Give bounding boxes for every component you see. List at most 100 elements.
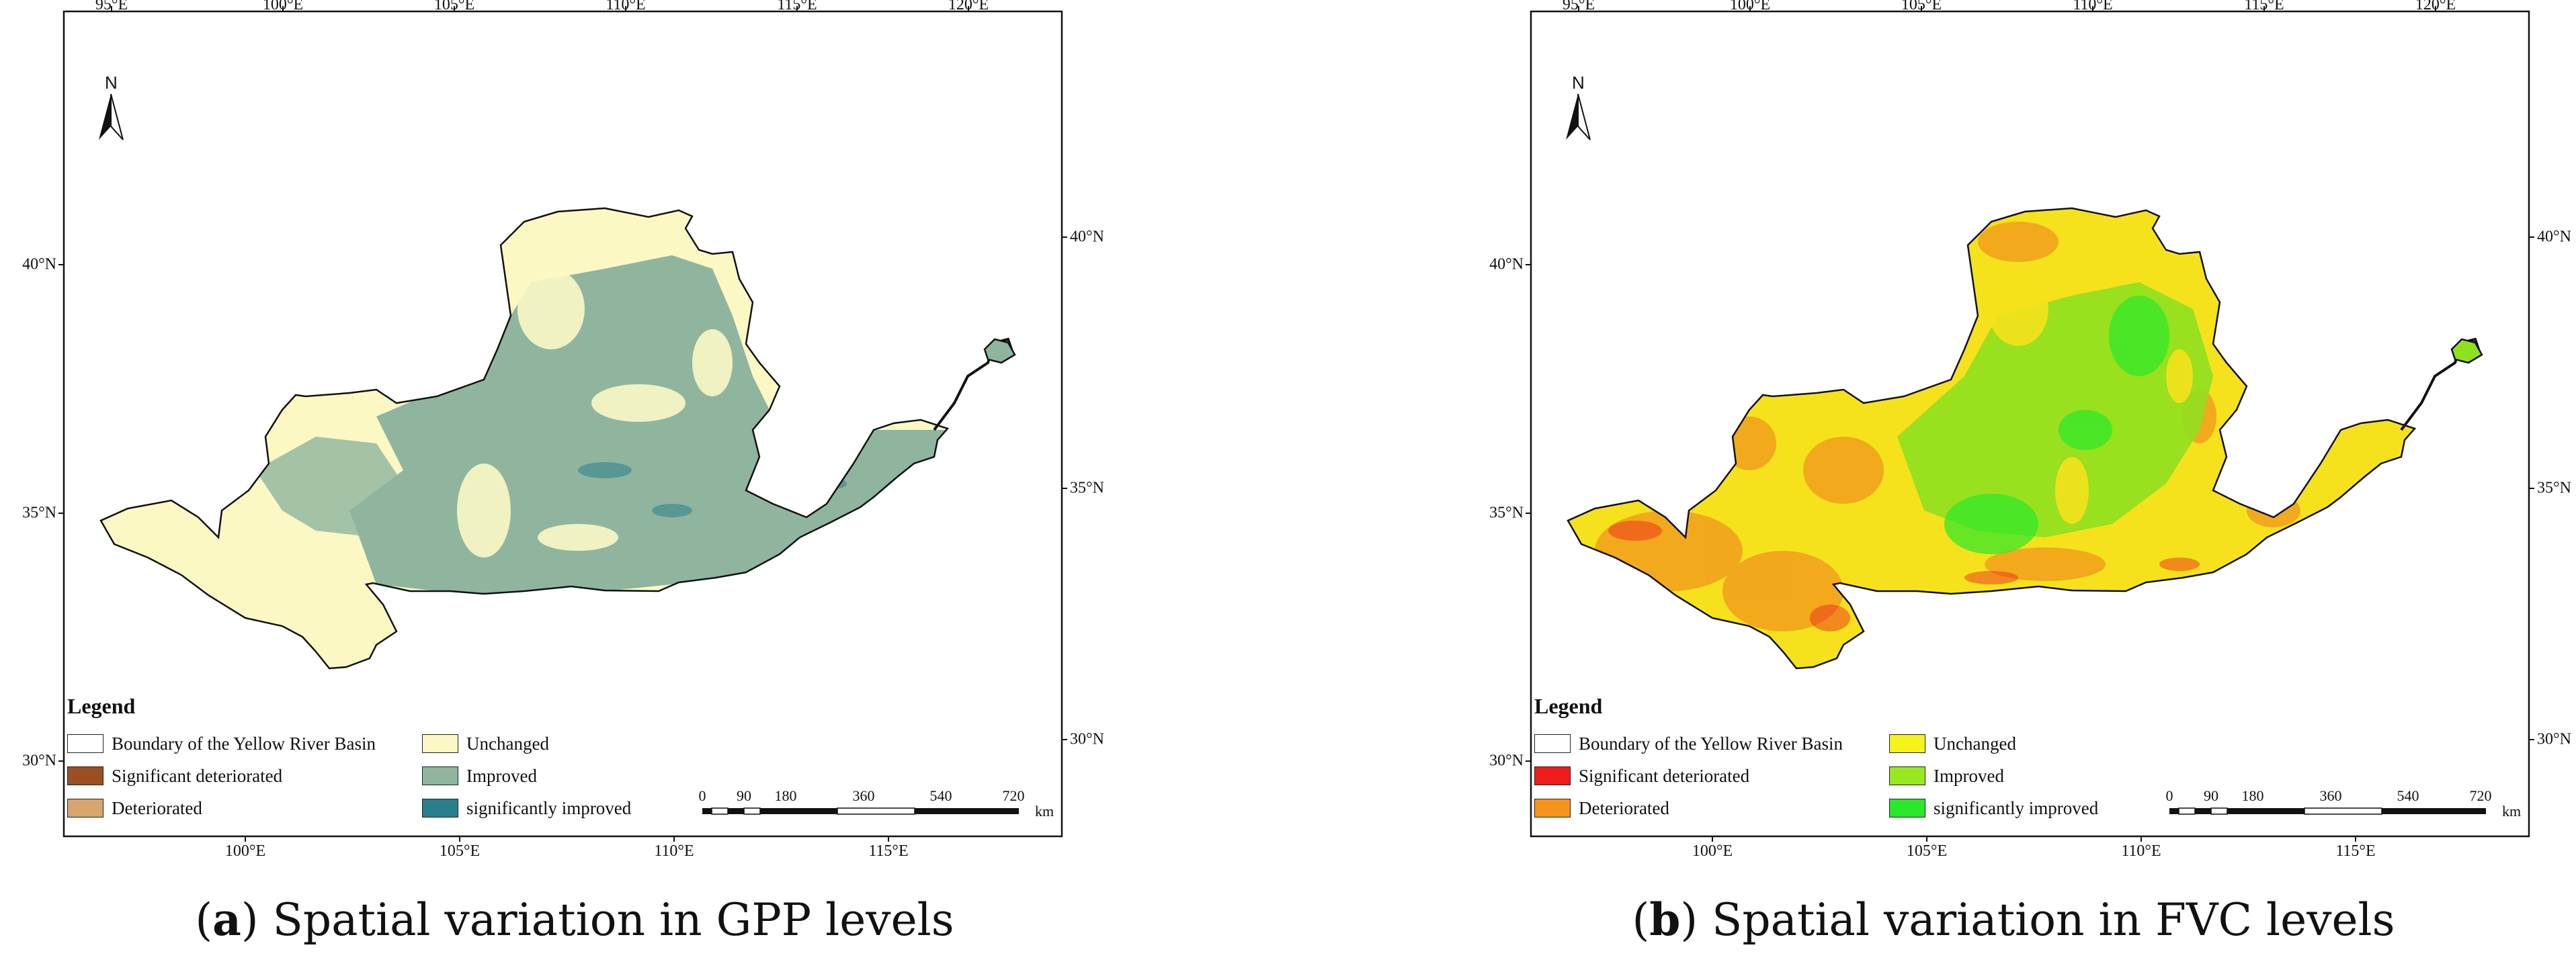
legend-label: Boundary of the Yellow River Basin (112, 733, 376, 754)
lat-tick-left: 40°N (22, 255, 56, 273)
legend-swatch (1889, 799, 1925, 818)
lat-tick-left: 35°N (1489, 504, 1524, 522)
basin-boundary (99, 207, 950, 670)
lat-tick-right: 30°N (2537, 730, 2571, 748)
significant-deteriorated-patches (1608, 521, 2200, 631)
scale-label: 90 (737, 787, 751, 804)
north-letter: N (105, 73, 118, 93)
legend-swatch (1889, 734, 1925, 753)
scale-label: 180 (774, 787, 797, 804)
unchanged-patches (1988, 272, 2193, 524)
lon-tick-top: 110°E (2073, 0, 2113, 13)
lon-tick-top: 95°E (95, 0, 128, 13)
improved-region (349, 255, 948, 594)
legend-title: Legend (67, 694, 136, 718)
lat-tick-right: 40°N (1070, 228, 1104, 246)
legend-label: Boundary of the Yellow River Basin (1579, 733, 1843, 754)
legend-item-unchanged: Unchanged (1889, 732, 2016, 755)
lon-tick-marks (1526, 6, 2534, 842)
lat-tick-right: 35°N (1070, 479, 1104, 497)
delta-region (2450, 338, 2483, 364)
lat-tick-right: 40°N (2537, 228, 2571, 246)
legend-swatch (67, 734, 103, 753)
legend-item-significantly-improved: significantly improved (422, 797, 631, 820)
legend-swatch (67, 766, 103, 785)
lon-tick-bottom: 115°E (2335, 842, 2376, 860)
legend-label: Improved (466, 765, 537, 786)
scale-label: 360 (852, 787, 875, 804)
improved-region-west (255, 437, 403, 537)
significantly-improved-patches (1944, 296, 2169, 554)
scale-label: 720 (1002, 787, 1025, 804)
panel-caption: (b) Spatial variation in FVC levels (1632, 893, 2395, 946)
legend-label: Unchanged (1934, 733, 2016, 754)
legend-item-deteriorated: Deteriorated (67, 797, 202, 820)
scale-label: 0 (2165, 787, 2173, 804)
legend-label: significantly improved (466, 797, 632, 818)
lat-tick-left: 40°N (1489, 255, 1524, 273)
legend-label: Deteriorated (112, 797, 202, 818)
legend-swatch (1534, 734, 1571, 753)
legend-item-unchanged: Unchanged (422, 732, 549, 755)
lon-tick-top: 95°E (1562, 0, 1595, 13)
lat-tick-left: 30°N (1489, 752, 1524, 770)
legend-swatch (422, 734, 458, 753)
yellow-river-basin-map (99, 207, 1016, 670)
legend-swatch (422, 799, 458, 818)
caption-text: Spatial variation in FVC levels (1712, 894, 2395, 946)
lon-tick-bottom: 115°E (868, 842, 909, 860)
legend-title: Legend (1534, 694, 1603, 718)
yellow-river-basin-map (1567, 207, 2483, 670)
legend-label: Improved (1934, 765, 2004, 786)
scale-label: 180 (2241, 787, 2264, 804)
lon-tick-top: 100°E (262, 0, 304, 13)
legend-swatch (67, 799, 103, 818)
scale-bar (2169, 807, 2486, 815)
lon-tick-bottom: 100°E (1692, 842, 1733, 860)
lon-tick-top: 120°E (2415, 0, 2456, 13)
legend-swatch (422, 766, 458, 785)
map-border (1530, 10, 2530, 838)
lon-tick-marks (58, 6, 1067, 842)
legend-label: Significant deteriorated (1579, 765, 1750, 786)
legend-item-significant-deteriorated: Significant deteriorated (1534, 764, 1749, 787)
legend-label: Significant deteriorated (112, 765, 283, 786)
lon-tick-top: 110°E (606, 0, 646, 13)
map-border (63, 10, 1063, 838)
map-panel-b: 95°E 100°E 105°E 110°E 115°E 120°E 100°E… (1467, 0, 2576, 970)
legend-item-improved: Improved (422, 764, 537, 787)
delta-region (983, 338, 1016, 364)
lon-tick-bottom: 110°E (654, 842, 694, 860)
legend-swatch (1534, 766, 1571, 785)
lon-tick-bottom: 100°E (224, 842, 266, 860)
scale-unit: km (2502, 803, 2522, 820)
legend-label: Deteriorated (1579, 797, 1669, 818)
scale-label: 720 (2469, 787, 2492, 804)
map-frame (58, 6, 1067, 842)
legend-label: significantly improved (1934, 797, 2099, 818)
lon-tick-top: 120°E (948, 0, 989, 13)
caption-letter: b (1649, 893, 1681, 946)
lon-tick-bottom: 105°E (1906, 842, 1948, 860)
lat-tick-right: 35°N (2537, 479, 2571, 497)
lon-tick-top: 115°E (777, 0, 817, 13)
scale-label: 90 (2204, 787, 2218, 804)
scale-label: 360 (2319, 787, 2342, 804)
legend-swatch (1534, 799, 1571, 818)
scale-label: 540 (929, 787, 952, 804)
caption-text: Spatial variation in GPP levels (272, 894, 954, 946)
legend-item-boundary: Boundary of the Yellow River Basin (67, 732, 376, 755)
scale-bar (702, 807, 1019, 815)
lon-tick-top: 100°E (1729, 0, 1771, 13)
lon-tick-top: 105°E (1901, 0, 1942, 13)
lon-tick-top: 105°E (433, 0, 475, 13)
map-panel-a: 95°E 100°E 105°E 110°E 115°E 120°E 100°E… (22, 0, 1104, 946)
lon-tick-top: 115°E (2244, 0, 2284, 13)
lat-tick-left: 35°N (22, 504, 56, 522)
legend-swatch (1889, 766, 1925, 785)
panel-caption: (a) Spatial variation in GPP levels (195, 893, 954, 946)
legend-item-improved: Improved (1889, 764, 2004, 787)
lat-tick-left: 30°N (22, 752, 56, 770)
scale-unit: km (1035, 803, 1054, 820)
legend-item-significantly-improved: significantly improved (1889, 797, 2098, 820)
